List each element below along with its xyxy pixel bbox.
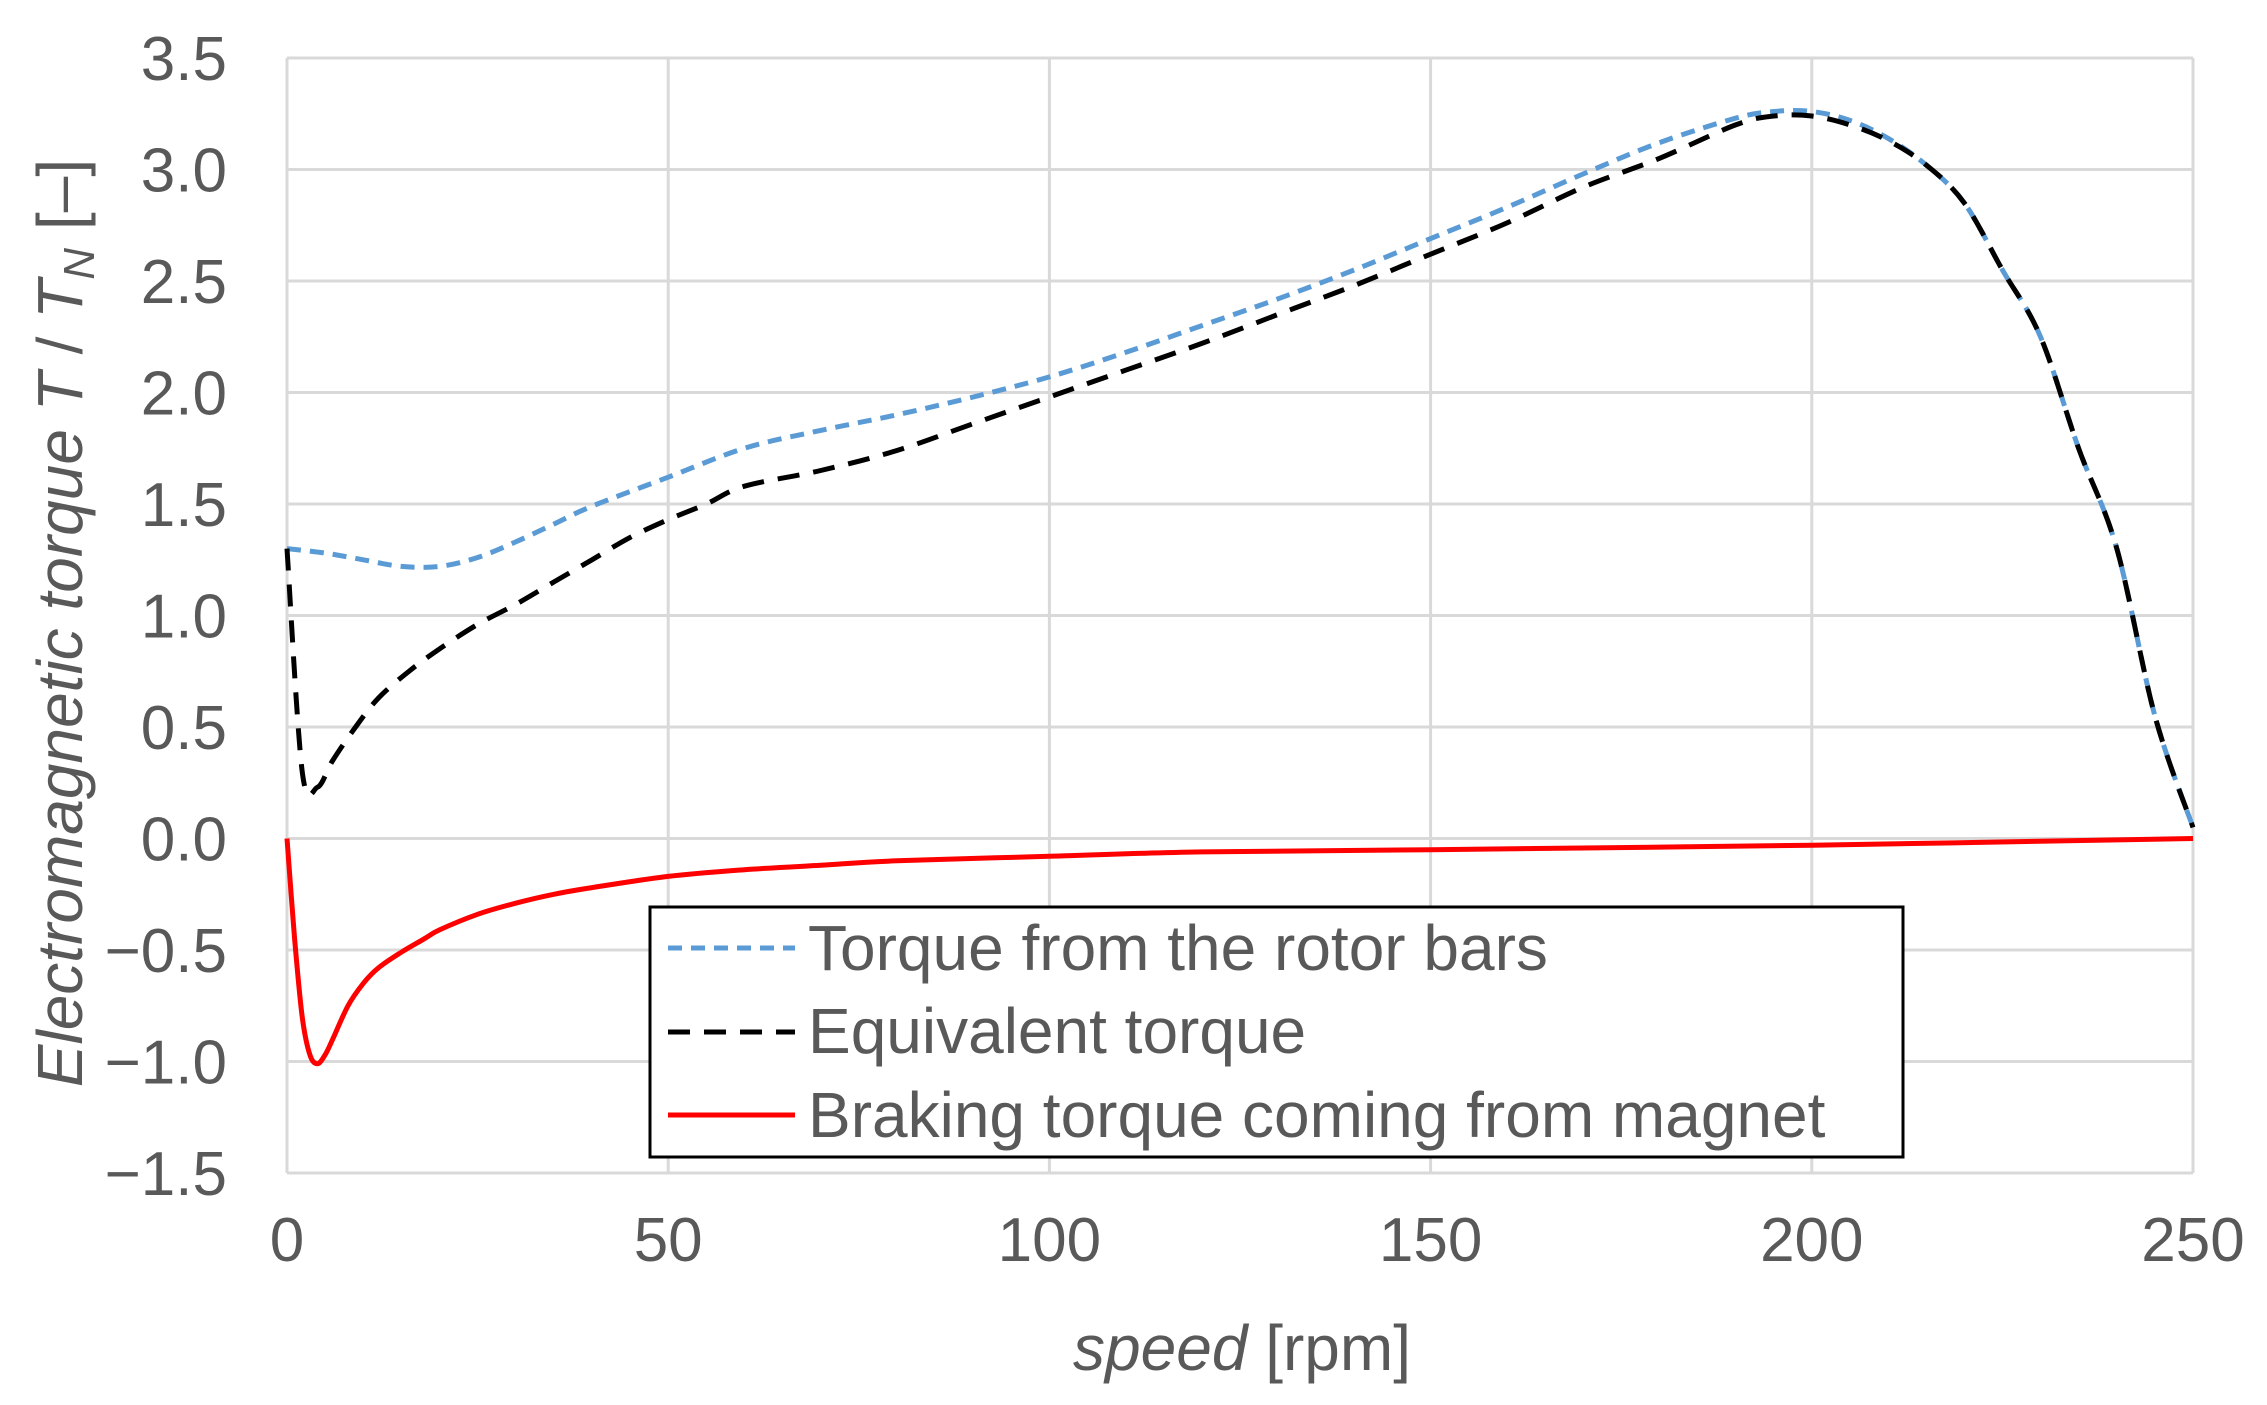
legend-label-braking: Braking torque coming from magnet — [808, 1079, 1826, 1151]
legend-box — [648, 905, 1905, 1159]
x-tick-label: 200 — [1760, 1206, 1863, 1275]
x-tick-label: 0 — [270, 1206, 304, 1275]
tick-labels: −1.5 −1.0 −0.5 0.0 0.5 1.0 1.5 2.0 2.5 3.0 3.5 0 50 1… — [105, 25, 2245, 1275]
y-tick-label: 2.0 — [141, 360, 227, 429]
x-tick-label: 50 — [634, 1206, 703, 1275]
y-tick-label: 1.5 — [141, 471, 227, 540]
legend-label-rotor-bars: Torque from the rotor bars — [808, 912, 1548, 984]
x-tick-label: 250 — [2141, 1206, 2244, 1275]
series-line-0 — [286, 108, 2196, 829]
y-tick-label: 3.0 — [141, 137, 227, 206]
y-tick-label: −0.5 — [105, 917, 227, 986]
y-tick-label: 0.5 — [141, 694, 227, 763]
y-tick-label: 0.0 — [141, 806, 227, 875]
series-line-1 — [284, 112, 2196, 829]
y-tick-label: −1.5 — [105, 1140, 227, 1209]
y-tick-label: 2.5 — [141, 248, 227, 317]
x-tick-label: 100 — [998, 1206, 1101, 1275]
x-axis-title: speed [rpm] — [1073, 1312, 1411, 1384]
y-tick-label: −1.0 — [105, 1029, 227, 1098]
series-line-2 — [284, 836, 2194, 1067]
y-tick-label: 3.5 — [141, 25, 227, 94]
series-lines — [284, 108, 2196, 1067]
y-axis-title: Electromagnetic torque T / TN[–] — [24, 159, 104, 1087]
y-tick-label: 1.0 — [141, 583, 227, 652]
x-tick-label: 150 — [1379, 1206, 1482, 1275]
legend: Torque from the rotor bars Equivalent to… — [648, 905, 1905, 1159]
legend-label-equivalent: Equivalent torque — [808, 995, 1306, 1067]
